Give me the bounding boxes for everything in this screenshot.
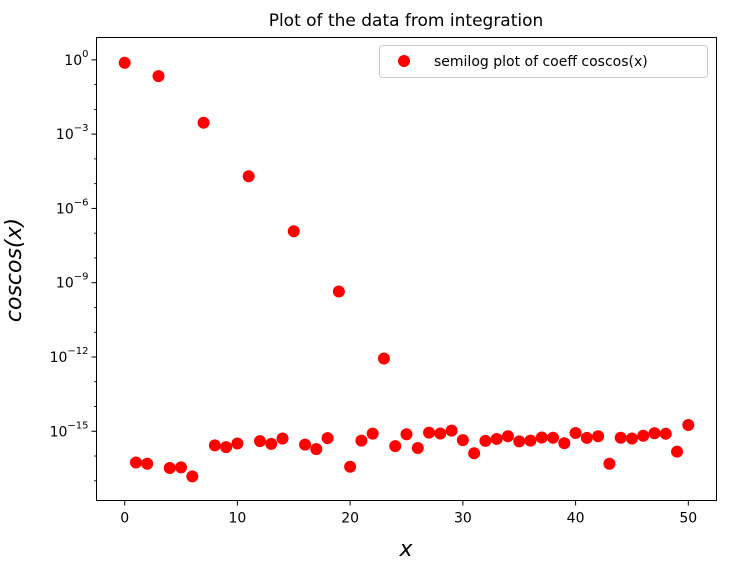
x-tick-label: 30: [454, 511, 472, 527]
data-point: [299, 438, 312, 451]
data-point: [175, 461, 188, 474]
data-point: [637, 429, 650, 442]
data-point: [253, 435, 266, 448]
data-point: [366, 427, 379, 440]
data-point: [332, 285, 345, 298]
data-point: [287, 225, 300, 238]
data-point: [558, 437, 571, 450]
x-tick-label: 20: [341, 511, 359, 527]
data-point: [501, 430, 514, 443]
data-point: [569, 427, 582, 440]
legend: semilog plot of coeff coscos(x): [379, 45, 708, 78]
data-point: [152, 70, 165, 83]
data-point: [468, 447, 481, 460]
data-point: [389, 440, 402, 453]
data-point: [648, 427, 661, 440]
data-point: [276, 432, 289, 445]
data-point: [377, 352, 390, 365]
y-tick-label: 10−15: [50, 420, 89, 440]
data-point: [265, 437, 278, 450]
data-point: [580, 431, 593, 444]
data-point: [659, 427, 672, 440]
series-points: [118, 56, 695, 483]
data-point: [524, 434, 537, 447]
data-point: [671, 445, 684, 458]
x-axis-ticks: 0 10 20 30 40 50: [120, 500, 697, 527]
data-point: [614, 431, 627, 444]
data-point: [547, 431, 560, 444]
y-tick-label: 10−3: [56, 123, 89, 143]
data-point: [456, 434, 469, 447]
data-point: [118, 56, 131, 69]
data-point: [592, 430, 605, 443]
y-axis-ticks: 100 10−3 10−6 10−9 10−12 10−15: [50, 49, 97, 482]
x-tick-label: 40: [567, 511, 585, 527]
plot-frame: [96, 37, 717, 501]
x-axis-label: x: [398, 537, 413, 562]
y-tick-label: 10−9: [56, 272, 89, 292]
data-point: [197, 116, 210, 129]
data-point: [186, 470, 199, 483]
data-point: [603, 457, 616, 470]
data-point: [141, 457, 154, 470]
legend-label: semilog plot of coeff coscos(x): [434, 54, 648, 70]
data-point: [434, 427, 447, 440]
data-point: [129, 456, 142, 469]
data-point: [344, 460, 357, 473]
data-point: [535, 431, 548, 444]
legend-marker: [398, 55, 410, 67]
data-point: [400, 428, 413, 441]
data-point: [445, 424, 458, 437]
data-point: [682, 419, 695, 432]
y-tick-label: 100: [64, 49, 88, 69]
data-point: [231, 437, 244, 450]
data-point: [220, 441, 233, 454]
data-point: [490, 432, 503, 445]
x-tick-label: 0: [120, 511, 129, 527]
data-point: [479, 434, 492, 447]
data-point: [625, 432, 638, 445]
y-tick-label: 10−6: [56, 197, 89, 217]
data-point: [423, 426, 436, 439]
chart-title: Plot of the data from integration: [269, 11, 544, 31]
data-point: [513, 435, 526, 448]
x-tick-label: 10: [228, 511, 246, 527]
y-tick-label: 10−12: [50, 346, 89, 366]
data-point: [163, 461, 176, 474]
data-point: [321, 432, 334, 445]
legend-box: [379, 45, 708, 78]
data-point: [355, 434, 368, 447]
x-tick-label: 50: [679, 511, 697, 527]
data-point: [310, 443, 323, 456]
data-point: [208, 439, 221, 452]
data-point: [242, 170, 255, 183]
y-axis-label: coscos(x): [2, 218, 27, 322]
data-point: [411, 442, 424, 455]
